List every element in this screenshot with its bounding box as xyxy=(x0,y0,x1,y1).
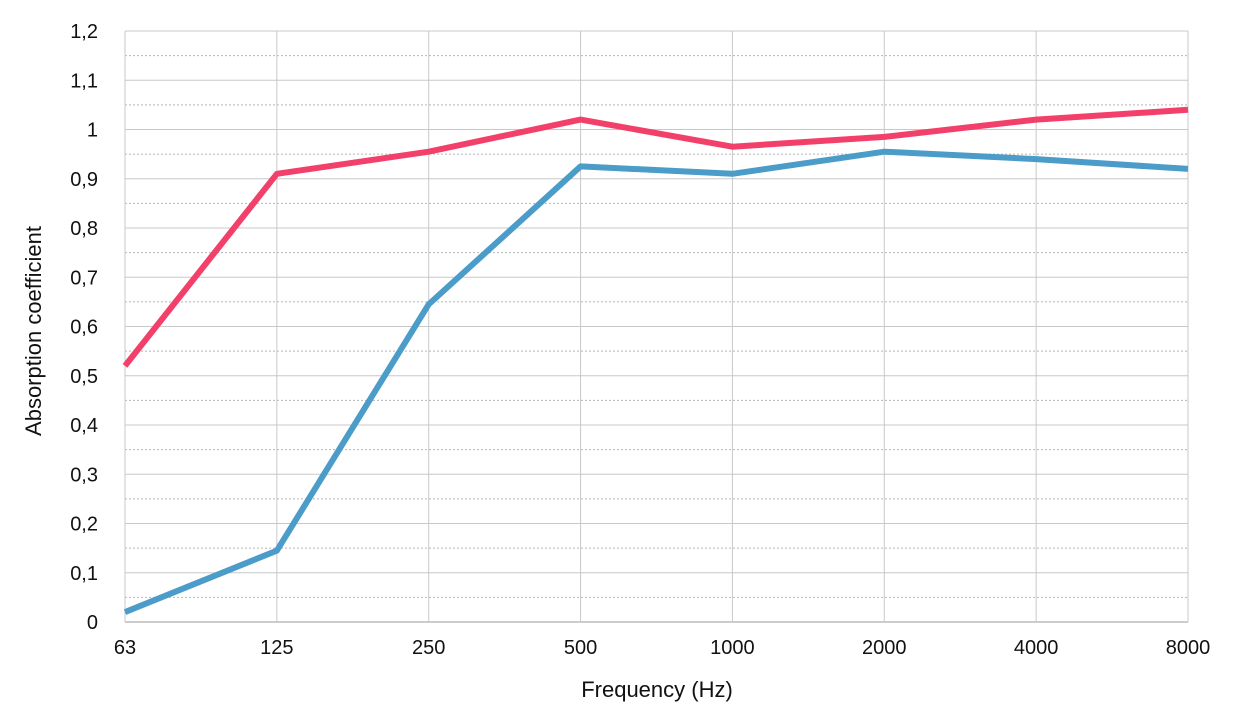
series-lines xyxy=(122,106,1189,615)
y-tick-label: 0,6 xyxy=(70,317,98,339)
x-tick-label: 125 xyxy=(260,637,293,659)
y-tick-label: 1,1 xyxy=(70,70,98,92)
y-tick-label: 0 xyxy=(87,612,98,634)
x-tick-label: 250 xyxy=(412,637,445,659)
series-line-1 xyxy=(122,106,1189,368)
x-tick-label: 2000 xyxy=(862,637,907,659)
y-tick-label: 0,2 xyxy=(70,514,98,536)
y-tick-label: 0,3 xyxy=(70,464,98,486)
y-tick-label: 0,1 xyxy=(70,563,98,585)
y-tick-label: 0,4 xyxy=(70,415,98,437)
y-tick-label: 0,8 xyxy=(70,218,98,240)
y-tick-label: 0,5 xyxy=(70,366,98,388)
y-tick-label: 1,2 xyxy=(70,21,98,43)
series-line-2 xyxy=(123,148,1189,615)
minor-gridlines xyxy=(125,55,1188,598)
x-tick-label: 4000 xyxy=(1014,637,1059,659)
x-tick-labels: 63 125 250 500 1000 2000 4000 8000 xyxy=(114,637,1210,659)
y-tick-labels: 0 0,1 0,2 0,3 0,4 0,5 0,6 0,7 0,8 0,9 1 1,1 1,2 xyxy=(70,21,98,634)
x-tick-label: 63 xyxy=(114,637,136,659)
major-gridlines xyxy=(124,30,1189,623)
y-tick-label: 0,9 xyxy=(70,169,98,191)
y-tick-label: 1 xyxy=(87,120,98,142)
x-tick-label: 1000 xyxy=(710,637,755,659)
x-tick-label: 500 xyxy=(564,637,597,659)
y-tick-label: 0,7 xyxy=(70,267,98,289)
x-axis-title: Frequency (Hz) xyxy=(581,677,733,702)
x-tick-label: 8000 xyxy=(1166,637,1211,659)
y-axis-title: Absorption coefficient xyxy=(21,226,46,436)
